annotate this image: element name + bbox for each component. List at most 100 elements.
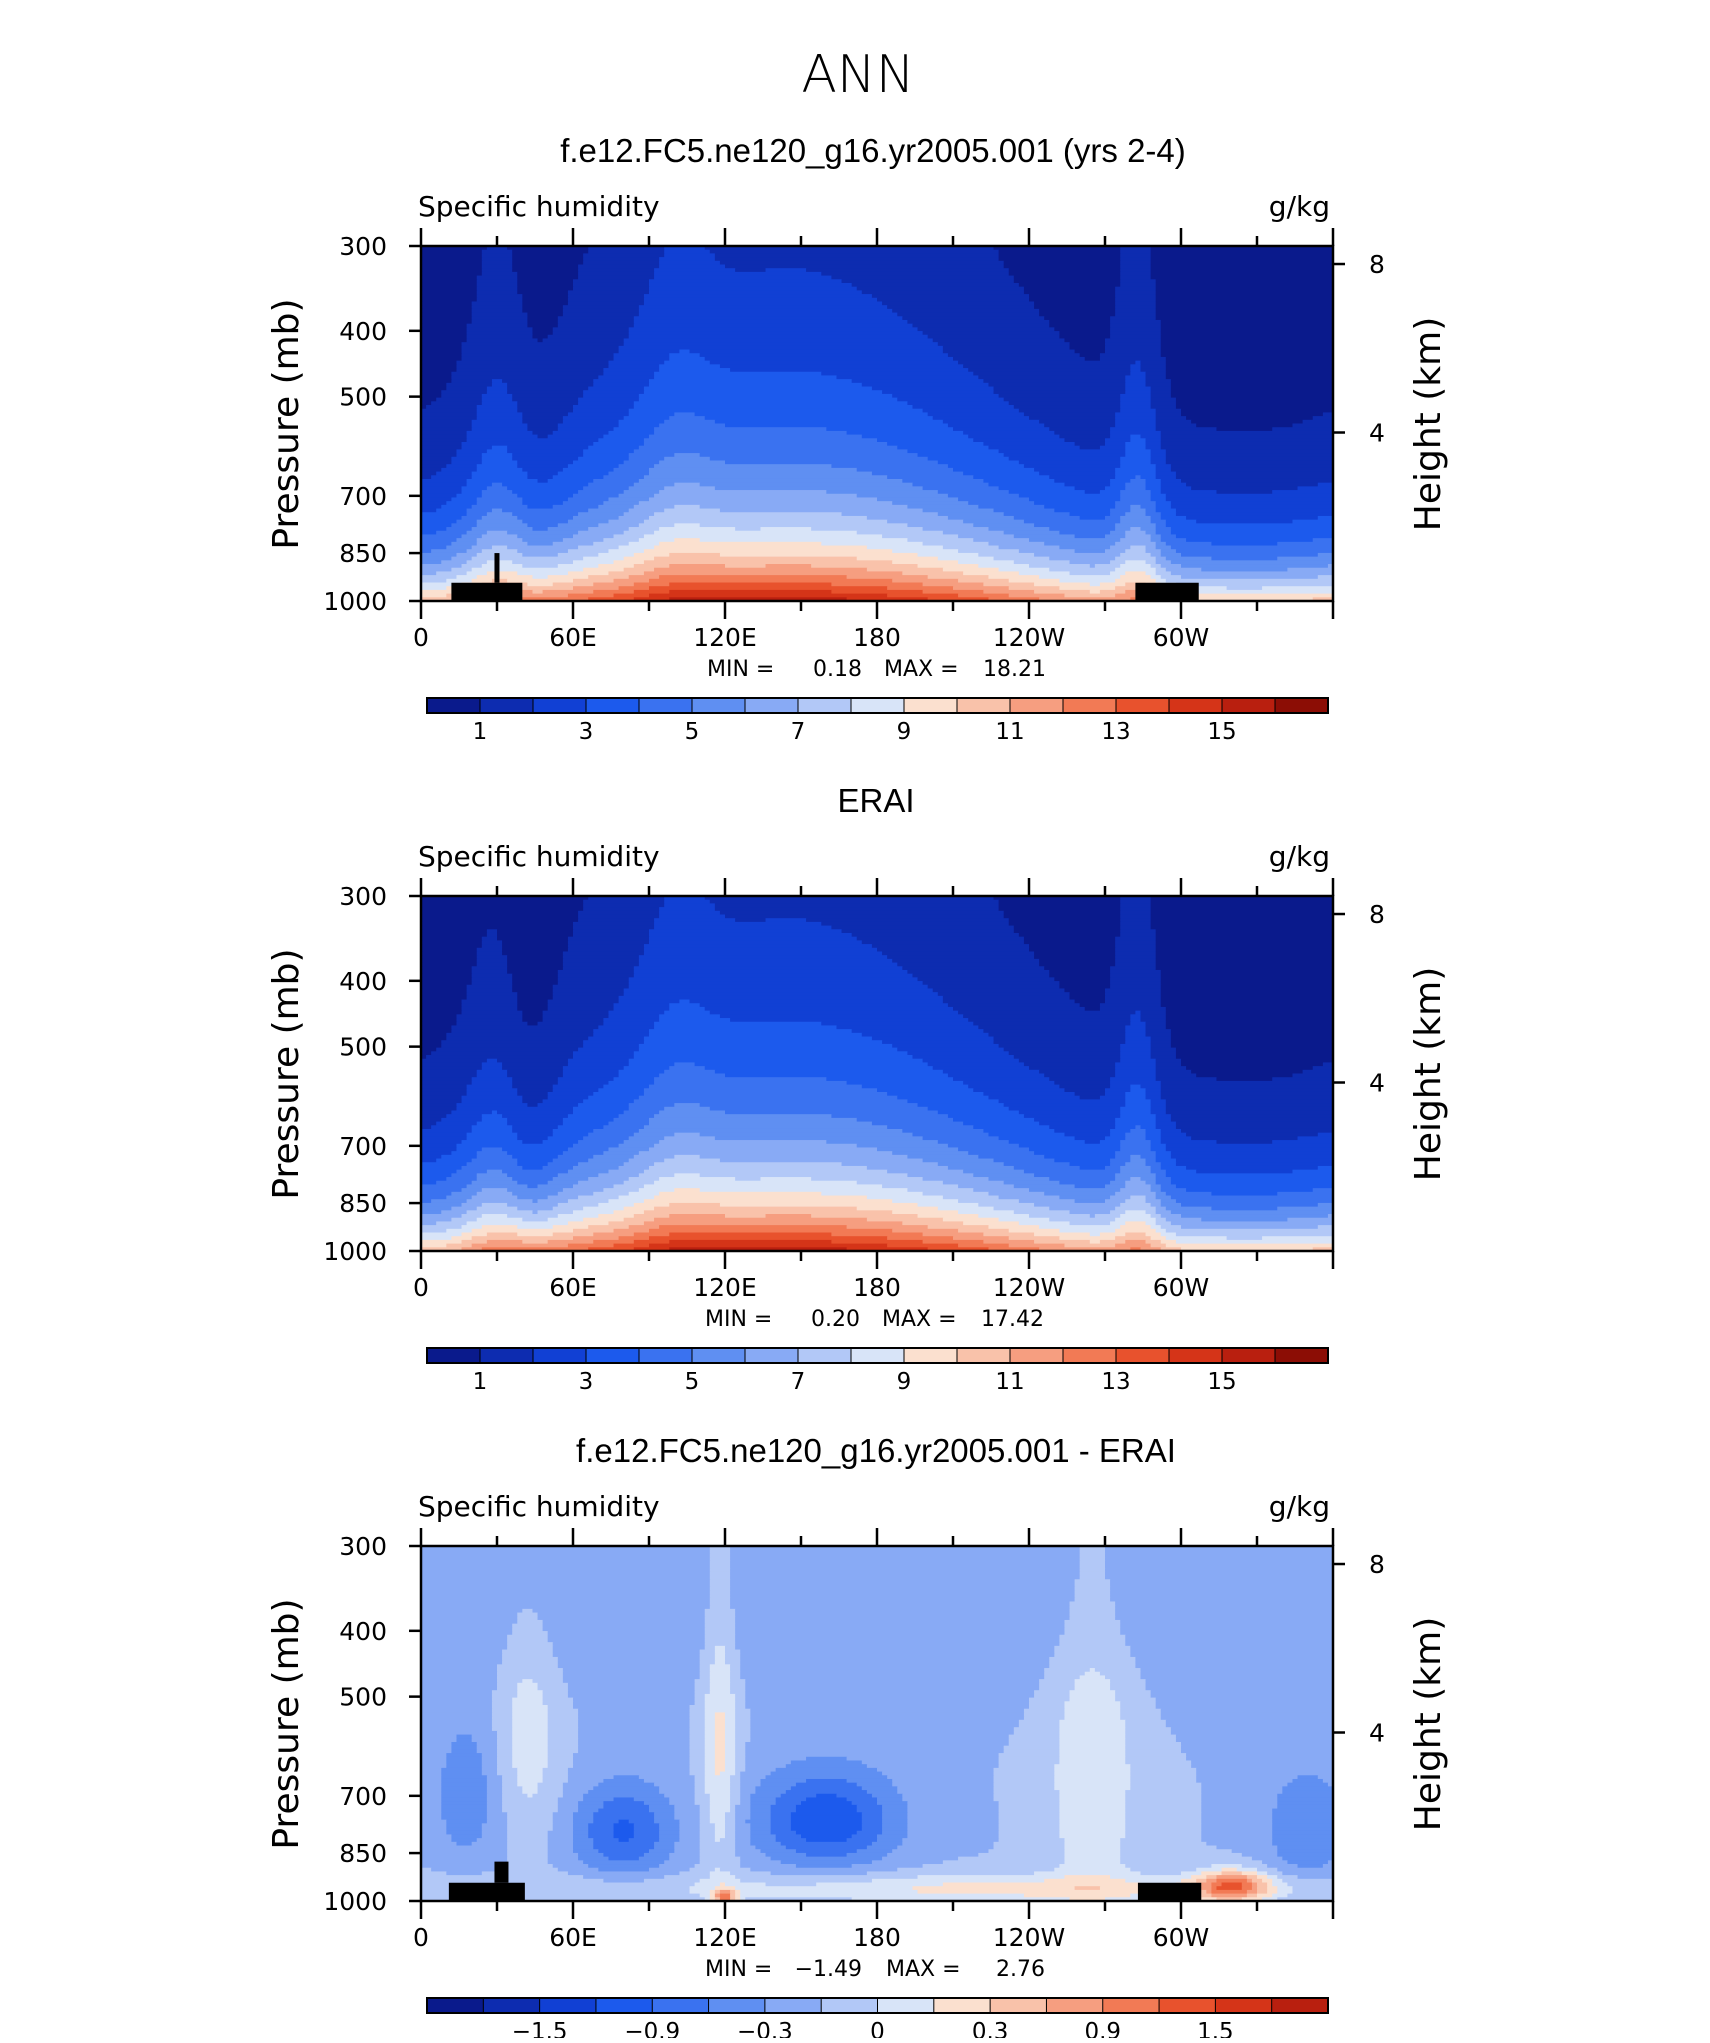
contour-cell [887, 441, 984, 447]
contour-cell [471, 981, 513, 986]
x-tick-label: 60W [1153, 1273, 1210, 1302]
contour-cell [456, 1103, 528, 1108]
contour-cell [1079, 1560, 1106, 1566]
contour-cell [1130, 1649, 1334, 1654]
contour-cell [765, 918, 807, 923]
contour-cell [578, 1804, 604, 1810]
contour-cell [547, 1180, 579, 1186]
contour-cell [446, 1764, 483, 1769]
contour-cell [552, 1819, 574, 1824]
contour-cell [522, 1786, 539, 1791]
contour-cell [1130, 371, 1147, 377]
contour-cell [486, 1778, 503, 1784]
contour-cell [421, 1653, 503, 1658]
contour-cell [421, 1782, 442, 1787]
contour-cell [821, 921, 1010, 927]
contour-cell [1155, 504, 1172, 510]
contour-cell [476, 501, 523, 506]
contour-cell [714, 1719, 726, 1725]
contour-cell [1175, 1051, 1334, 1056]
contour-cell [421, 512, 468, 517]
contour-cell [1165, 519, 1197, 524]
contour-cell [441, 1804, 488, 1810]
contour-cell [973, 1088, 1066, 1093]
contour-cell [1110, 966, 1157, 971]
panel-title: ERAI [837, 782, 914, 819]
contour-cell [1013, 515, 1081, 521]
contour-cell [1211, 1893, 1248, 1898]
contour-cell [512, 512, 579, 517]
contour-cell [1175, 1199, 1334, 1204]
contour-cell [461, 1006, 518, 1012]
contour-cell [1155, 1228, 1167, 1234]
contour-cell [421, 929, 488, 934]
contour-cell [659, 907, 716, 912]
min-value: 0.20 [811, 1307, 860, 1332]
contour-cell [856, 1808, 883, 1813]
contour-cell [421, 1660, 503, 1665]
contour-cell [745, 1686, 1040, 1691]
contour-cell [446, 1827, 483, 1832]
contour-cell [1145, 1210, 1157, 1215]
contour-cell [421, 1188, 463, 1193]
contour-cell [481, 1764, 498, 1769]
contour-cell [1165, 523, 1334, 528]
contour-cell [497, 1760, 513, 1765]
contour-cell [1145, 1180, 1157, 1186]
contour-cell [421, 1010, 463, 1015]
contour-cell [942, 1195, 1000, 1200]
contour-cell [1211, 1864, 1243, 1869]
contour-cell [1277, 1875, 1299, 1880]
contour-cell [507, 390, 584, 395]
contour-cell [512, 1125, 559, 1130]
contour-cell [1018, 1221, 1071, 1226]
contour-cell [674, 412, 696, 417]
contour-cell [421, 914, 579, 919]
contour-cell [603, 1021, 655, 1027]
contour-cell [421, 464, 447, 469]
contour-cell [861, 1812, 883, 1817]
contour-cell [1105, 1560, 1334, 1566]
contour-cell [461, 445, 493, 450]
contour-cell [1099, 1239, 1126, 1245]
contour-cell [446, 1760, 483, 1765]
contour-cell [654, 1217, 868, 1223]
contour-cell [1003, 914, 1121, 919]
contour-cell [461, 1010, 523, 1015]
contour-cell [1186, 1132, 1319, 1137]
contour-cell [436, 1221, 468, 1226]
contour-cell [593, 1845, 655, 1850]
contour-cell [1155, 929, 1334, 934]
contour-cell [446, 1753, 483, 1758]
contour-cell [502, 379, 594, 384]
terrain-mask [494, 1861, 509, 1883]
contour-cell [877, 1801, 908, 1806]
contour-cell [1115, 297, 1157, 303]
contour-cell [649, 586, 888, 591]
contour-cell [1170, 527, 1334, 532]
contour-cell [892, 1228, 959, 1234]
terrain-mask [494, 553, 500, 583]
contour-cell [532, 334, 549, 340]
contour-cell [1140, 504, 1157, 510]
contour-cell [871, 471, 964, 476]
x-tick-label: 60W [1153, 623, 1210, 652]
contour-cell [578, 530, 625, 536]
contour-cell [1175, 582, 1334, 587]
contour-cell [968, 501, 1035, 506]
contour-cell [1013, 275, 1121, 280]
contour-cell [740, 1660, 1050, 1665]
contour-cell [638, 1047, 898, 1052]
contour-cell [476, 541, 528, 547]
contour-cell [1317, 1132, 1334, 1137]
contour-cell [1074, 1586, 1111, 1591]
contour-cell [1023, 290, 1116, 295]
contour-cell [740, 1801, 751, 1806]
contour-cell [1125, 1239, 1147, 1245]
contour-cell [1165, 456, 1334, 462]
contour-cell [1069, 571, 1111, 576]
contour-cell [421, 1055, 427, 1060]
contour-cell [1140, 368, 1167, 373]
contour-cell [877, 947, 1030, 953]
contour-cell [1125, 1756, 1187, 1762]
